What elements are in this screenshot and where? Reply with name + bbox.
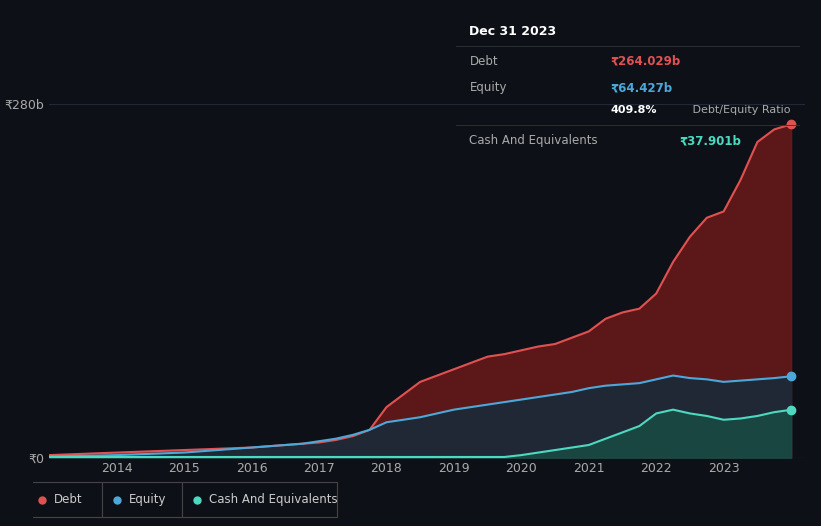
Text: Debt: Debt — [54, 493, 83, 506]
Text: Equity: Equity — [470, 81, 507, 94]
FancyBboxPatch shape — [28, 482, 102, 517]
Text: 409.8%: 409.8% — [611, 105, 658, 115]
Text: ₹64.427b: ₹64.427b — [611, 81, 673, 94]
Text: Equity: Equity — [129, 493, 167, 506]
Text: Debt: Debt — [470, 55, 498, 68]
FancyBboxPatch shape — [182, 482, 337, 517]
FancyBboxPatch shape — [102, 482, 182, 517]
Text: ₹264.029b: ₹264.029b — [611, 55, 681, 68]
Text: ₹37.901b: ₹37.901b — [680, 134, 741, 147]
Text: Cash And Equivalents: Cash And Equivalents — [209, 493, 337, 506]
Text: Dec 31 2023: Dec 31 2023 — [470, 25, 557, 38]
Text: Cash And Equivalents: Cash And Equivalents — [470, 134, 598, 147]
Text: Debt/Equity Ratio: Debt/Equity Ratio — [690, 105, 791, 115]
